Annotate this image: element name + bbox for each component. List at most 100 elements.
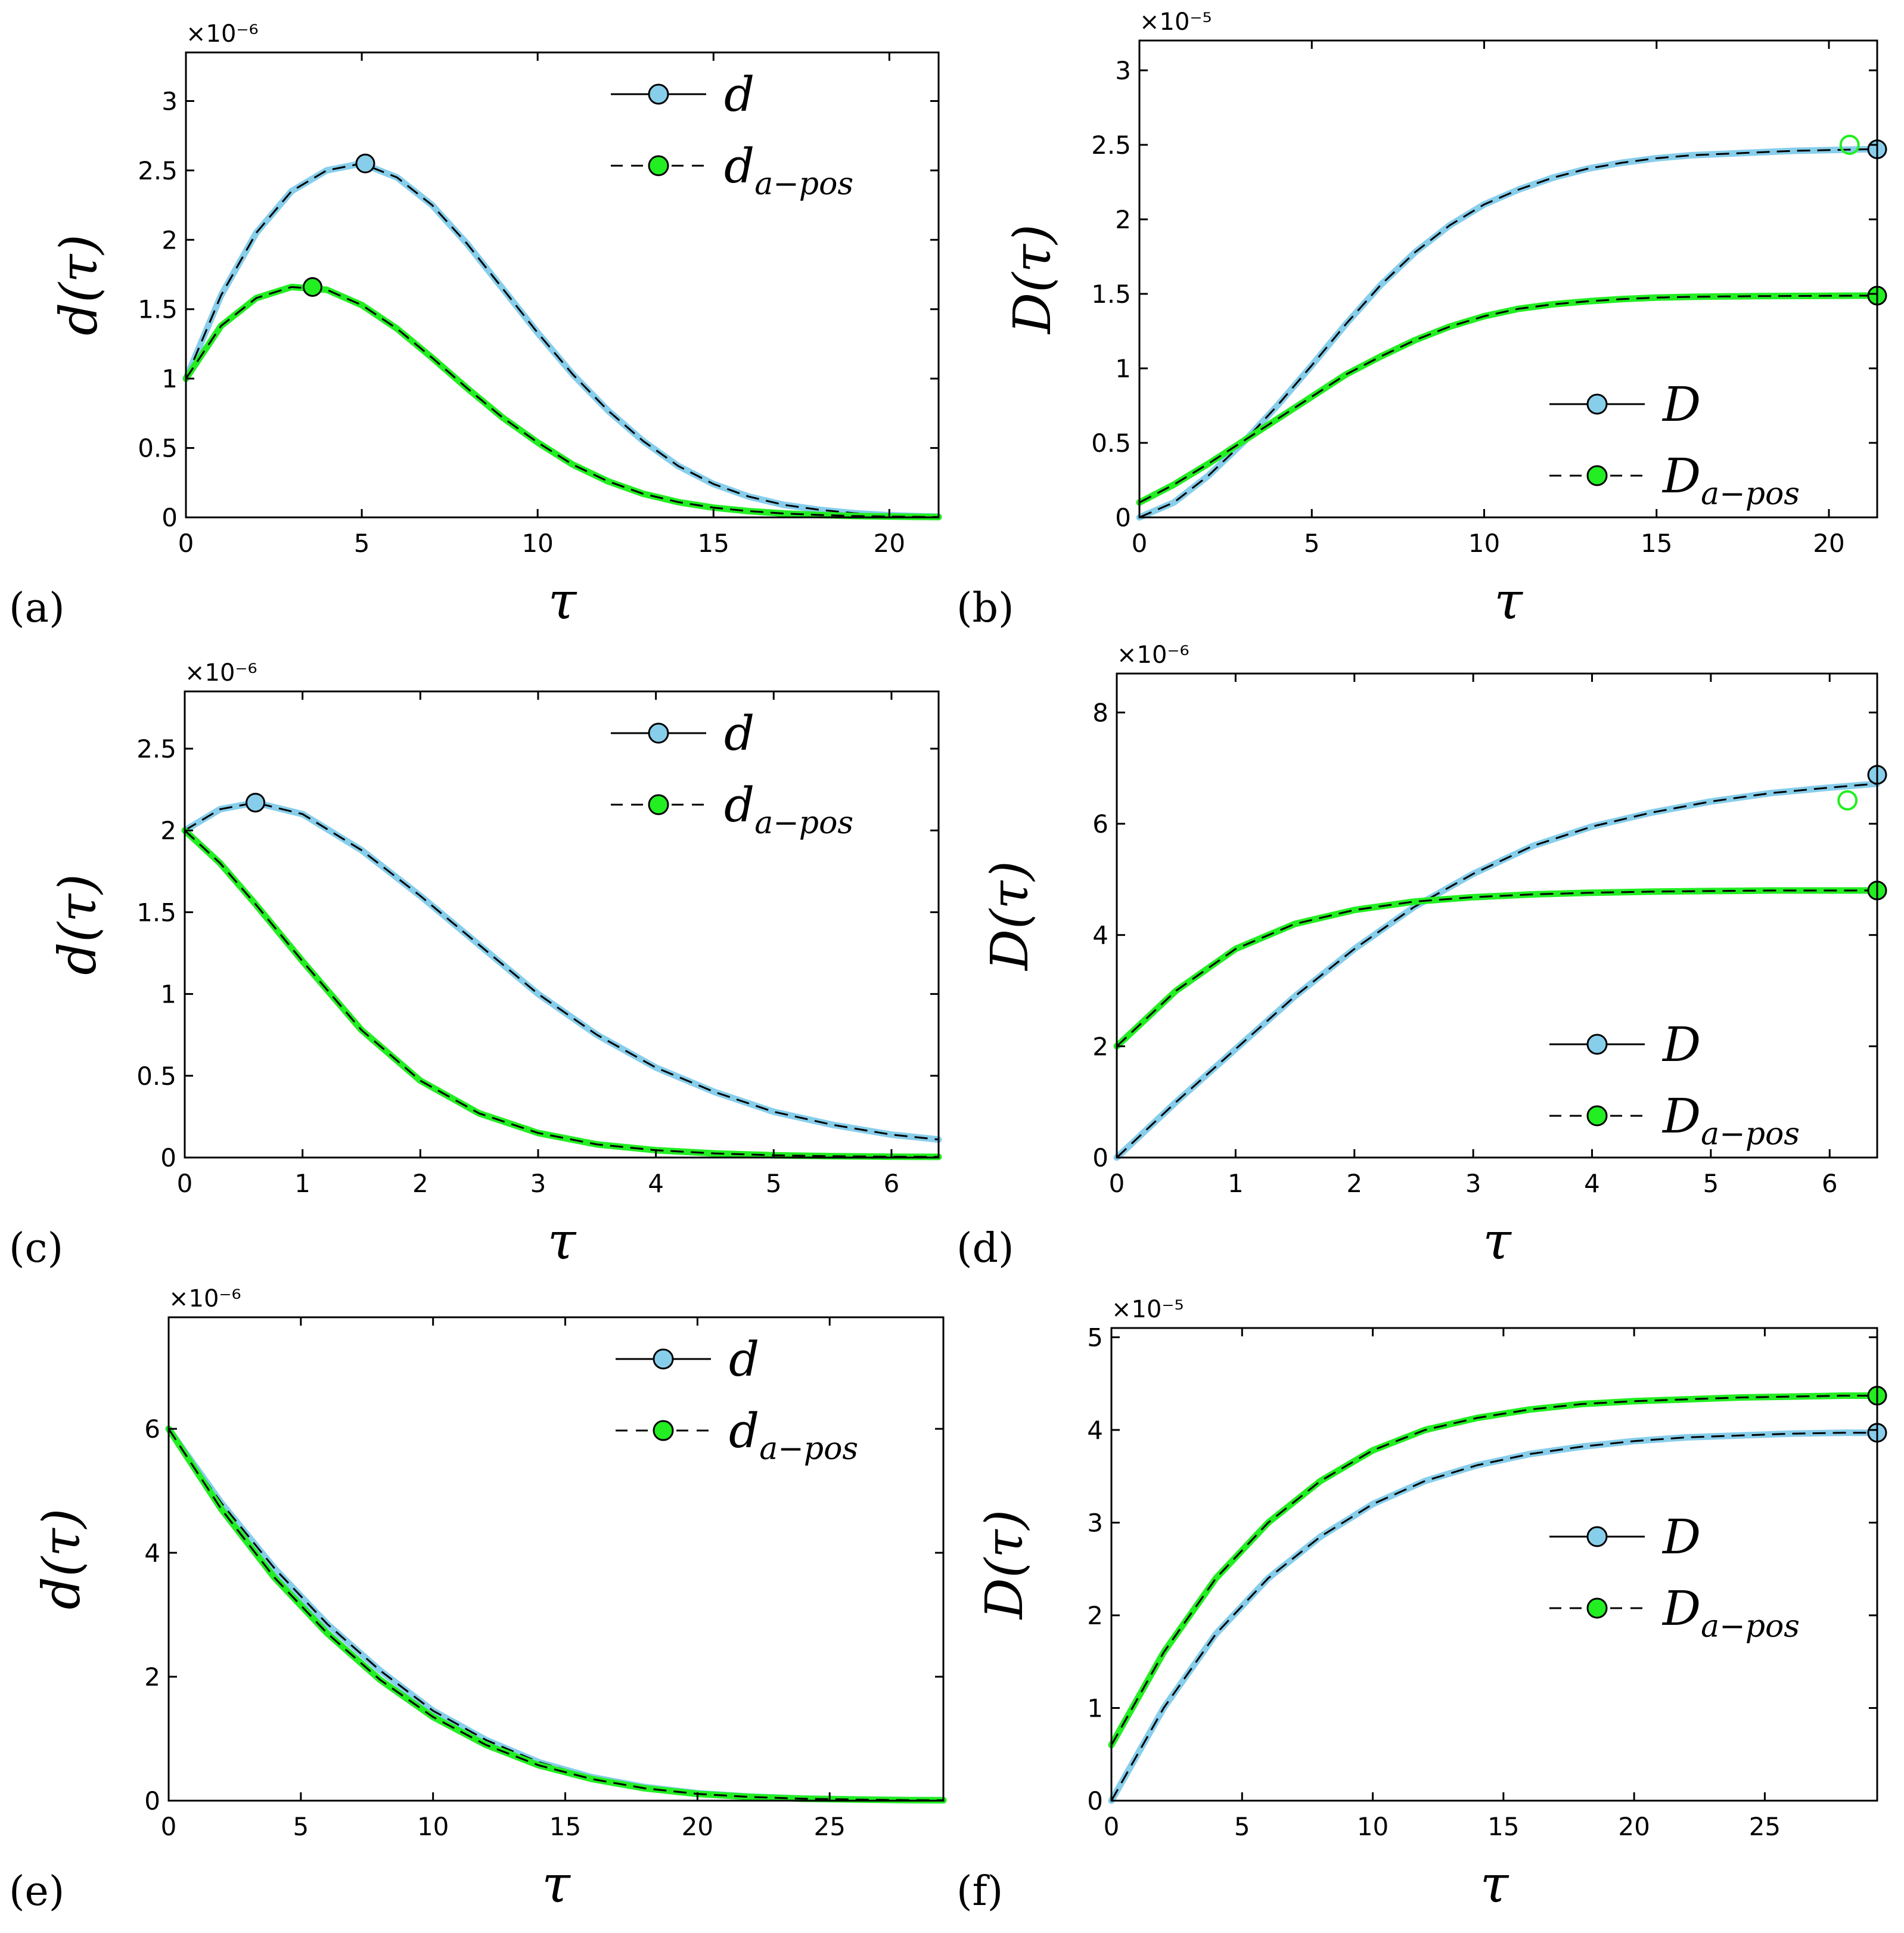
x-tick-label: 0 bbox=[1104, 1812, 1120, 1841]
marker-d bbox=[355, 153, 375, 173]
y-tick-label: 1 bbox=[1087, 1694, 1103, 1723]
panel-f: 0 5 10 15 20 25 0 1 2 3 4 5 ×10⁻⁵ τ D(τ) (f) D Da−pos bbox=[956, 1296, 1887, 1915]
y-tick-label: 4 bbox=[144, 1538, 160, 1568]
legend-label: Da−pos bbox=[1661, 448, 1800, 512]
series-dashed-D bbox=[1116, 783, 1878, 1159]
series-line-d_a-pos bbox=[182, 284, 942, 520]
series-line-D bbox=[1113, 780, 1881, 1161]
x-axis-label: τ bbox=[542, 1855, 571, 1915]
series-line-D_a-pos bbox=[1108, 1392, 1881, 1749]
x-tick-label: 0 bbox=[1109, 1169, 1125, 1198]
y-tick-label: 0 bbox=[1087, 1786, 1103, 1816]
x-tick-label: 1 bbox=[294, 1169, 310, 1198]
y-exponent-label: ×10⁻⁶ bbox=[169, 1285, 241, 1313]
axes-box bbox=[1138, 39, 1878, 519]
legend-marker bbox=[653, 1420, 674, 1441]
legend-label: D bbox=[1661, 1509, 1701, 1565]
marker-d_a-pos bbox=[302, 277, 322, 297]
marker-open-D_a-pos bbox=[1839, 135, 1860, 155]
legend-marker bbox=[1586, 1597, 1608, 1619]
legend-subscript: a−pos bbox=[1701, 1609, 1800, 1645]
x-tick-label: 5 bbox=[1234, 1812, 1250, 1841]
series-dashed-d bbox=[185, 162, 939, 518]
panel-letter: (d) bbox=[956, 1225, 1014, 1272]
panel-d: 0 1 2 3 4 5 6 0 2 4 6 8 ×10⁻⁶ τ D(τ) (d) D Da−pos bbox=[956, 641, 1887, 1272]
x-tick-label: 6 bbox=[1822, 1169, 1838, 1198]
legend-marker bbox=[1586, 465, 1608, 486]
panel-e: 0 5 10 15 20 25 0 2 4 6 ×10⁻⁶ τ d(τ) (e) d da−pos bbox=[9, 1285, 947, 1915]
x-tick-label: 20 bbox=[1813, 529, 1844, 558]
y-tick-label: 0.5 bbox=[138, 434, 178, 463]
y-tick-label: 2.5 bbox=[136, 734, 176, 764]
x-axis-label: τ bbox=[548, 572, 577, 631]
x-tick-label: 25 bbox=[1749, 1812, 1781, 1841]
x-tick-label: 15 bbox=[1487, 1812, 1519, 1841]
legend-label: Da−pos bbox=[1661, 1581, 1800, 1645]
x-tick-label: 5 bbox=[766, 1169, 782, 1198]
x-tick-label: 5 bbox=[354, 529, 370, 558]
x-tick-label: 15 bbox=[698, 529, 729, 558]
series-line-D_a-pos bbox=[1113, 887, 1881, 1050]
y-tick-label: 1 bbox=[161, 364, 178, 393]
x-tick-label: 2 bbox=[412, 1169, 428, 1198]
legend-label: D bbox=[1661, 1017, 1701, 1072]
x-tick-label: 10 bbox=[1468, 529, 1500, 558]
y-tick-label: 1.5 bbox=[1091, 280, 1131, 309]
legend: D Da−pos bbox=[1549, 1017, 1800, 1152]
y-axis-label: D(τ) bbox=[975, 1510, 1035, 1621]
x-tick-label: 10 bbox=[521, 529, 553, 558]
y-axis-label: D(τ) bbox=[1003, 224, 1063, 335]
legend-marker bbox=[648, 722, 669, 744]
y-tick-label: 0 bbox=[144, 1786, 160, 1816]
legend-subscript: a−pos bbox=[759, 1431, 858, 1467]
legend: D Da−pos bbox=[1549, 1509, 1800, 1645]
y-tick-label: 3 bbox=[1115, 56, 1131, 85]
x-tick-label: 0 bbox=[1132, 529, 1148, 558]
x-tick-label: 15 bbox=[1641, 529, 1672, 558]
y-tick-label: 6 bbox=[1092, 809, 1108, 839]
series-line-D_a-pos bbox=[1136, 292, 1881, 506]
legend: d da−pos bbox=[616, 1332, 858, 1467]
y-tick-label: 2 bbox=[144, 1662, 160, 1692]
y-tick-label: 0.5 bbox=[1091, 429, 1131, 458]
legend-label: d bbox=[724, 67, 754, 122]
x-tick-label: 0 bbox=[161, 1812, 177, 1841]
series-line-d bbox=[165, 1425, 947, 1804]
x-axis-label: τ bbox=[548, 1212, 577, 1271]
legend-marker bbox=[648, 794, 669, 815]
legend-label: Da−pos bbox=[1661, 1088, 1800, 1152]
y-exponent-label: ×10⁻⁶ bbox=[1117, 641, 1189, 669]
legend-marker bbox=[1586, 1034, 1608, 1055]
legend-subscript: a−pos bbox=[1701, 476, 1800, 512]
y-tick-label: 5 bbox=[1087, 1323, 1103, 1352]
x-tick-label: 20 bbox=[682, 1812, 713, 1841]
legend: D Da−pos bbox=[1549, 377, 1800, 512]
series-line-d_a-pos bbox=[181, 827, 942, 1161]
y-tick-label: 1 bbox=[160, 980, 176, 1009]
y-axis-label: D(τ) bbox=[980, 861, 1040, 972]
panel-b: 0 5 10 15 20 0 0.5 1 1.5 2 2.5 3 ×10⁻⁵ τ D(τ) (b) D Da−po… bbox=[956, 8, 1887, 632]
x-tick-label: 20 bbox=[874, 529, 905, 558]
y-tick-label: 2 bbox=[160, 816, 176, 845]
marker-d bbox=[246, 793, 266, 813]
legend-label: D bbox=[1661, 377, 1701, 432]
axes-box bbox=[185, 51, 940, 519]
series-dashed-d_a-pos bbox=[185, 286, 939, 518]
y-exponent-label: ×10⁻⁶ bbox=[186, 20, 259, 48]
y-tick-label: 0 bbox=[161, 503, 178, 532]
panel-a: 0 5 10 15 20 0 0.5 1 1.5 2 2.5 3 ×10⁻⁶ τ d(τ) (a) d da−po… bbox=[9, 20, 942, 632]
series-dashed-D bbox=[1139, 148, 1877, 519]
x-tick-label: 3 bbox=[530, 1169, 546, 1198]
series-dashed-d bbox=[184, 802, 939, 1141]
y-tick-label: 0.5 bbox=[136, 1062, 176, 1091]
series-line-d bbox=[181, 799, 942, 1143]
legend-label: d bbox=[724, 706, 754, 761]
y-tick-label: 2.5 bbox=[138, 156, 178, 185]
y-tick-label: 0 bbox=[1115, 503, 1131, 532]
legend-label: d bbox=[729, 1332, 759, 1387]
legend-label: da−pos bbox=[724, 138, 853, 202]
x-axis-label: τ bbox=[1494, 572, 1523, 631]
panel-c: 0 1 2 3 4 5 6 0 0.5 1 1.5 2 2.5 ×10⁻⁶ τ d(τ) (c) d da−pos bbox=[9, 659, 942, 1272]
x-tick-label: 4 bbox=[648, 1169, 664, 1198]
